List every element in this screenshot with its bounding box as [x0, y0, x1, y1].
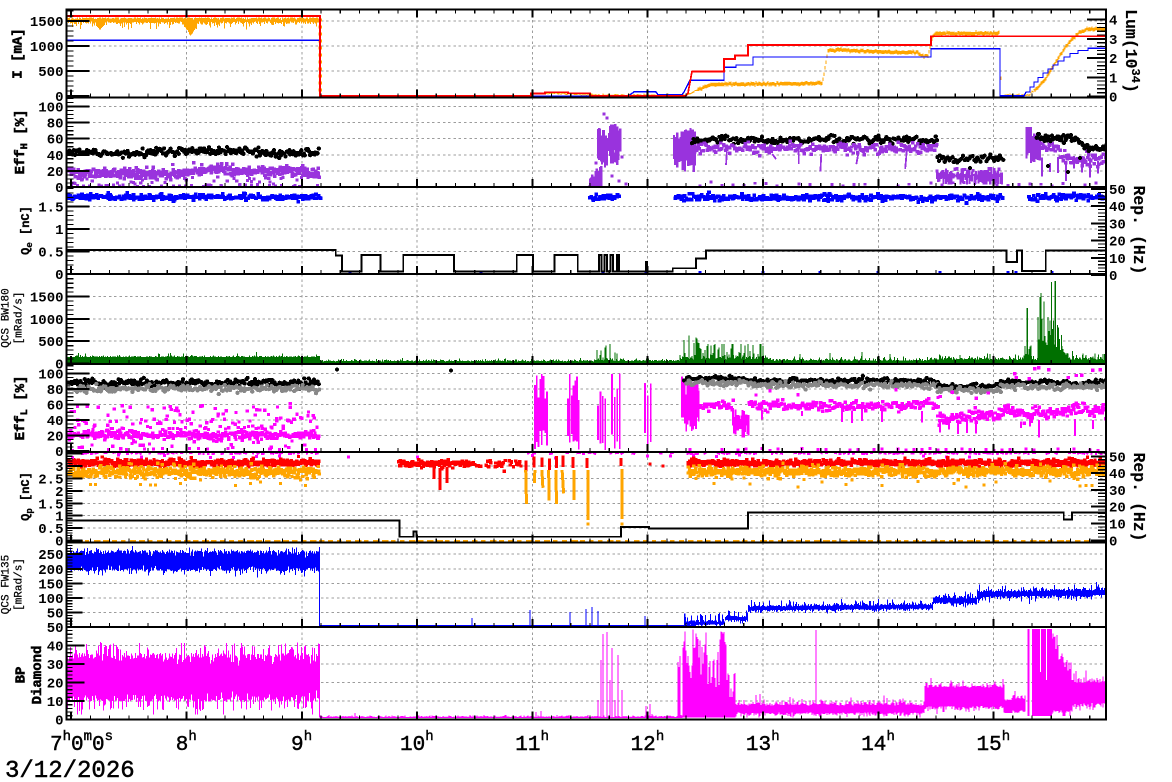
svg-text:250: 250	[38, 548, 63, 564]
svg-text:12: 12	[631, 734, 656, 757]
svg-text:10: 10	[1109, 252, 1126, 268]
svg-text:0.5: 0.5	[38, 522, 63, 538]
svg-text:40: 40	[1109, 467, 1126, 483]
svg-text:Qp [nC]: Qp [nC]	[19, 472, 35, 521]
svg-text:0: 0	[55, 714, 63, 730]
svg-text:2: 2	[1109, 52, 1117, 68]
svg-text:0.5: 0.5	[38, 246, 63, 262]
svg-text:0: 0	[1109, 91, 1117, 107]
svg-text:h: h	[1002, 729, 1010, 745]
svg-text:200: 200	[38, 563, 63, 579]
svg-text:0: 0	[1109, 534, 1117, 550]
svg-text:500: 500	[38, 335, 63, 351]
svg-text:Rep. (Hz): Rep. (Hz)	[1129, 452, 1148, 541]
svg-text:80: 80	[47, 117, 64, 133]
svg-text:1000: 1000	[30, 40, 64, 56]
svg-text:15: 15	[976, 734, 1001, 757]
svg-text:2.5: 2.5	[38, 473, 63, 489]
svg-text:0: 0	[55, 181, 63, 197]
svg-text:40: 40	[47, 639, 64, 655]
svg-text:30: 30	[1109, 484, 1126, 500]
svg-text:I [mA]: I [mA]	[11, 28, 27, 78]
svg-text:60: 60	[47, 133, 64, 149]
svg-text:h: h	[541, 729, 549, 745]
svg-text:h: h	[425, 729, 433, 745]
svg-text:h: h	[771, 729, 779, 745]
svg-text:0: 0	[55, 358, 63, 374]
svg-text:EffL [%]: EffL [%]	[13, 376, 31, 441]
svg-text:0: 0	[55, 268, 63, 284]
svg-text:2: 2	[55, 485, 63, 501]
svg-text:h: h	[304, 729, 312, 745]
svg-text:100: 100	[38, 368, 63, 384]
svg-text:80: 80	[47, 383, 64, 399]
svg-text:h: h	[887, 729, 895, 745]
svg-text:13: 13	[746, 734, 771, 757]
svg-text:7h0m0s: 7h0m0s	[50, 729, 113, 757]
svg-text:10: 10	[400, 734, 425, 757]
svg-text:20: 20	[47, 430, 64, 446]
svg-text:500: 500	[38, 65, 63, 81]
svg-text:3: 3	[1109, 33, 1117, 49]
svg-text:20: 20	[47, 676, 64, 692]
svg-text:Rep. (Hz): Rep. (Hz)	[1129, 185, 1148, 274]
svg-text:1.5: 1.5	[38, 497, 63, 513]
svg-text:50: 50	[1109, 450, 1126, 466]
svg-text:40: 40	[47, 149, 64, 165]
svg-text:QCS FW135: QCS FW135	[1, 555, 13, 614]
svg-text:20: 20	[1109, 501, 1126, 517]
svg-text:14: 14	[861, 734, 886, 757]
svg-text:100: 100	[38, 592, 63, 608]
svg-text:50: 50	[47, 607, 64, 623]
svg-text:h: h	[656, 729, 664, 745]
svg-text:1500: 1500	[30, 15, 64, 31]
svg-text:Qe [nC]: Qe [nC]	[19, 206, 35, 255]
svg-text:h: h	[188, 729, 196, 745]
svg-text:Diamond: Diamond	[30, 646, 46, 705]
svg-text:8: 8	[176, 734, 189, 757]
svg-text:20: 20	[47, 165, 64, 181]
svg-text:3: 3	[55, 460, 63, 476]
svg-text:4: 4	[1109, 14, 1117, 30]
svg-text:[mRad/s]: [mRad/s]	[14, 292, 26, 345]
svg-text:1500: 1500	[30, 291, 64, 307]
svg-text:1000: 1000	[30, 313, 64, 329]
svg-text:0: 0	[55, 90, 63, 106]
svg-text:30: 30	[1109, 217, 1126, 233]
svg-text:1: 1	[1109, 71, 1117, 87]
svg-text:100: 100	[38, 101, 63, 117]
svg-text:EffH [%]: EffH [%]	[13, 110, 31, 175]
svg-text:0: 0	[1109, 269, 1117, 285]
svg-text:1: 1	[55, 223, 63, 239]
svg-text:BP: BP	[14, 667, 30, 684]
svg-text:9: 9	[291, 734, 304, 757]
svg-text:30: 30	[47, 658, 64, 674]
svg-text:50: 50	[1109, 183, 1126, 199]
svg-text:40: 40	[47, 414, 64, 430]
svg-text:3/12/2026: 3/12/2026	[5, 758, 135, 782]
svg-text:60: 60	[47, 399, 64, 415]
svg-text:10: 10	[47, 695, 64, 711]
svg-text:20: 20	[1109, 235, 1126, 251]
svg-text:1: 1	[55, 510, 63, 526]
svg-text:50: 50	[47, 621, 64, 637]
svg-text:0: 0	[55, 445, 63, 461]
svg-text:150: 150	[38, 577, 63, 593]
svg-text:10: 10	[1109, 518, 1126, 534]
svg-text:11: 11	[515, 734, 540, 757]
svg-text:1.5: 1.5	[38, 201, 63, 217]
svg-text:0: 0	[55, 535, 63, 551]
svg-text:[mRad/s]: [mRad/s]	[14, 558, 26, 611]
svg-text:QCS BW180: QCS BW180	[1, 288, 13, 347]
svg-text:40: 40	[1109, 200, 1126, 216]
